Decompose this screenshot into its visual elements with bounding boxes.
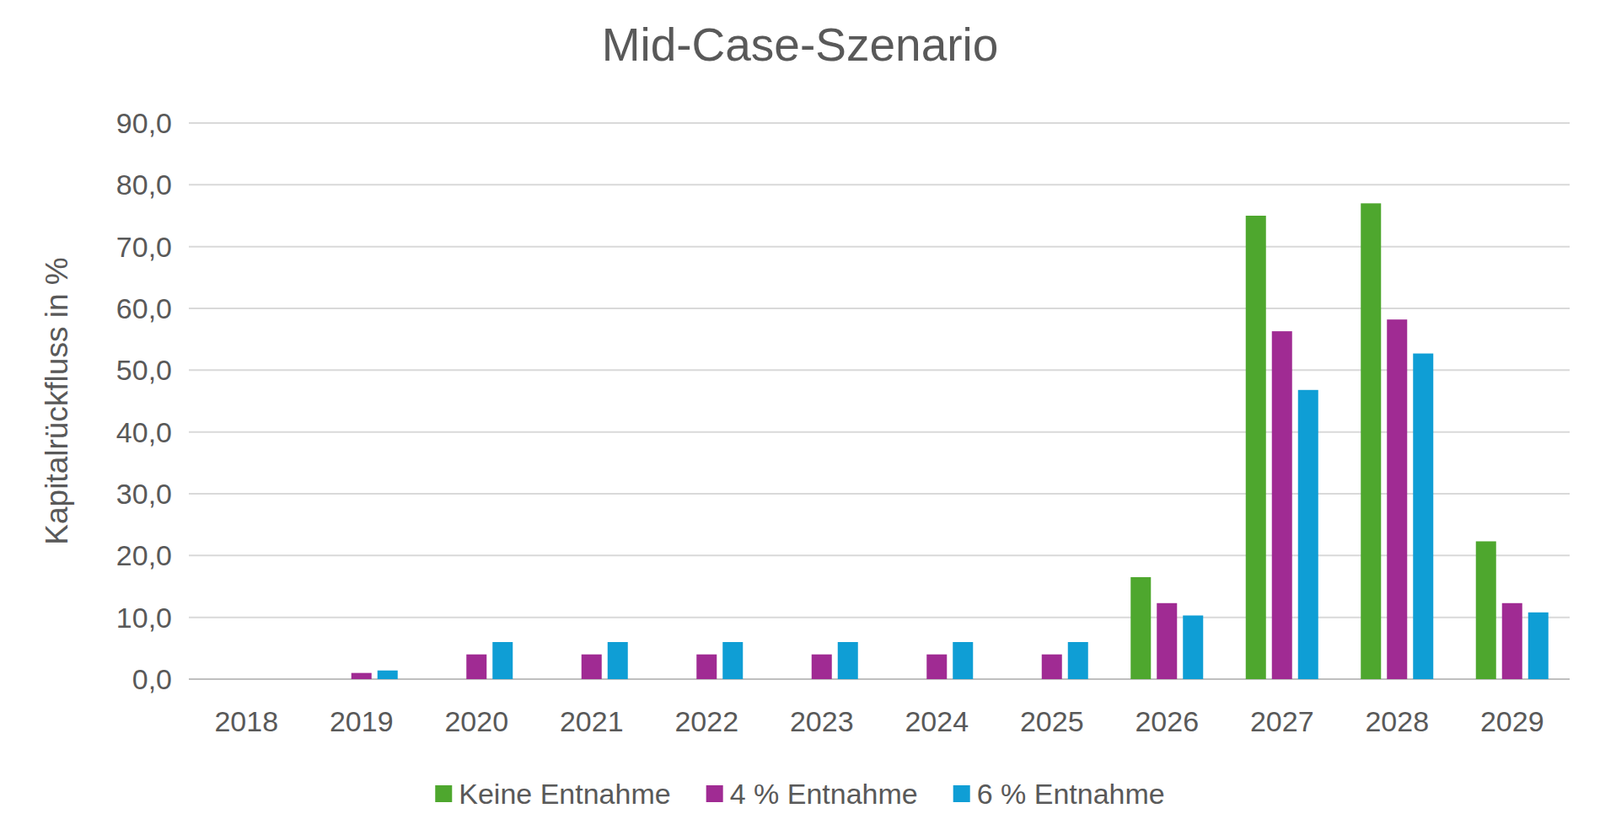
- bar: [1130, 577, 1151, 680]
- legend-swatch: [706, 785, 724, 803]
- bar: [351, 673, 372, 680]
- bar: [722, 642, 743, 680]
- bar: [1182, 615, 1203, 680]
- y-tick-label: 80,0: [116, 168, 172, 201]
- y-tick-label: 10,0: [116, 601, 172, 634]
- legend: Keine Entnahme 4 % Entnahme 6 % Entnahme: [434, 778, 1165, 811]
- y-axis-label: Kapitalrückfluss in %: [39, 257, 75, 545]
- bar: [811, 655, 833, 680]
- bar: [670, 679, 691, 681]
- bar: [1245, 215, 1267, 680]
- title: Mid-Case-Szenario: [601, 18, 999, 71]
- legend-item: Keine Entnahme: [434, 778, 671, 811]
- legend-label: 6 % Entnahme: [977, 778, 1166, 811]
- legend-label: Keine Entnahme: [458, 778, 671, 811]
- y-tick-label: 50,0: [116, 354, 172, 387]
- grid-line: [188, 122, 1570, 124]
- legend-label: 4 % Entnahme: [730, 778, 919, 811]
- bar: [1360, 203, 1381, 680]
- legend-swatch: [953, 785, 971, 803]
- bar: [1041, 655, 1063, 680]
- bar: [377, 671, 398, 680]
- bar: [555, 679, 576, 681]
- bars: [351, 203, 1549, 680]
- bar: [466, 655, 487, 680]
- bar: [1156, 603, 1177, 680]
- bar: [1298, 390, 1319, 680]
- bar: [785, 679, 806, 681]
- x-tick-label: 2028: [1364, 705, 1429, 738]
- bar: [1386, 319, 1407, 680]
- chart: Mid-Case-Szenario Kapitalrückfluss in % 0,…: [0, 0, 1600, 835]
- grid: [188, 123, 1570, 680]
- bar: [1528, 612, 1549, 680]
- y-tick-label: 40,0: [116, 416, 172, 449]
- x-tick-label: 2029: [1480, 705, 1545, 738]
- x-tick-label: 2027: [1250, 705, 1315, 738]
- bar: [900, 679, 921, 681]
- x-tick-label: 2019: [329, 705, 394, 738]
- x-tick-label: 2022: [674, 705, 739, 738]
- bar: [1476, 541, 1497, 680]
- bar: [952, 642, 973, 680]
- x-tick-label: 2025: [1020, 705, 1085, 738]
- bar: [1272, 331, 1293, 680]
- bar: [1412, 354, 1434, 680]
- y-tick-label: 90,0: [116, 107, 172, 140]
- legend-item: 6 % Entnahme: [953, 778, 1166, 811]
- x-tick-label: 2023: [789, 705, 854, 738]
- bar: [837, 642, 859, 680]
- x-tick-label: 2026: [1134, 705, 1199, 738]
- bar: [325, 679, 346, 681]
- x-tick-label: 2020: [444, 705, 509, 738]
- y-tick-label: 0,0: [132, 663, 172, 696]
- y-tick-label: 30,0: [116, 477, 172, 511]
- bar: [696, 655, 717, 680]
- x-tick-label: 2021: [559, 705, 624, 738]
- legend-item: 4 % Entnahme: [706, 778, 919, 811]
- bar: [581, 655, 602, 680]
- x-tick-label: 2024: [904, 705, 969, 738]
- y-tick-label: 20,0: [116, 539, 172, 572]
- grid-line: [188, 183, 1570, 186]
- y-tick-label: 60,0: [116, 292, 172, 325]
- bar: [926, 655, 947, 680]
- x-tick-label: 2018: [214, 705, 279, 738]
- bar: [1502, 603, 1523, 680]
- legend-swatch: [434, 785, 452, 803]
- bar: [262, 679, 283, 681]
- bar: [236, 679, 257, 681]
- bar: [492, 642, 513, 680]
- bar: [1015, 679, 1037, 681]
- bar: [440, 679, 461, 681]
- bar: [209, 679, 231, 681]
- y-tick-label: 70,0: [116, 230, 172, 264]
- bar: [1068, 642, 1089, 680]
- bar: [607, 642, 629, 680]
